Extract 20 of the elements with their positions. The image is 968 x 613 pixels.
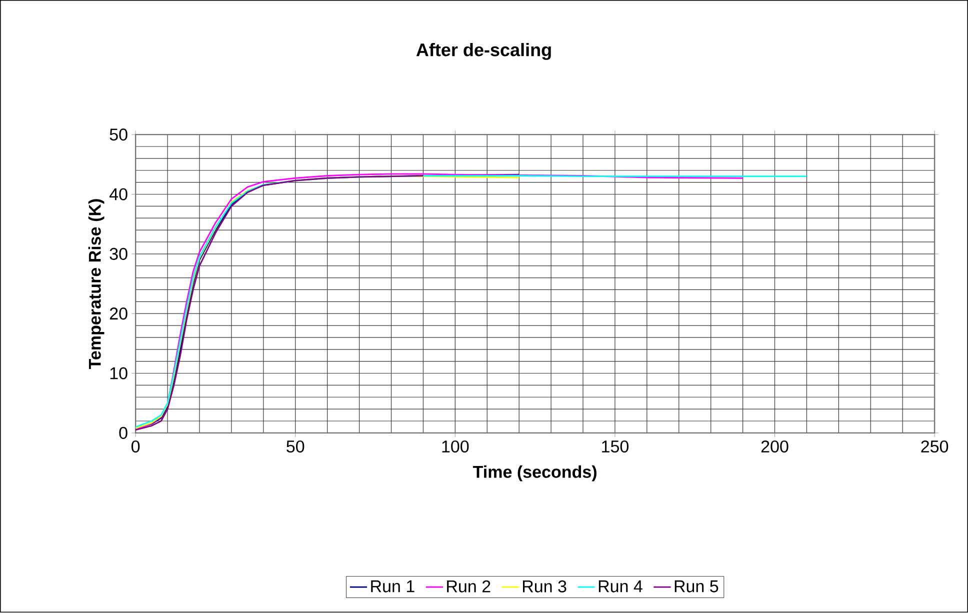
x-tick-label: 50	[286, 440, 304, 453]
x-tick-label: 0	[132, 440, 140, 453]
y-tick-label: 10	[110, 367, 128, 380]
chart-title: After de-scaling	[416, 43, 551, 60]
y-tick-label: 20	[110, 308, 128, 320]
y-axis-title: Temperature Rise (K)	[88, 199, 104, 370]
x-tick-label: 100	[442, 440, 469, 453]
legend-label: Run 3	[523, 580, 566, 593]
legend-label: Run 2	[447, 580, 490, 593]
x-tick-label: 250	[921, 440, 948, 453]
legend-label: Run 5	[674, 580, 718, 593]
y-tick-label: 50	[110, 128, 128, 141]
x-tick-label: 200	[761, 440, 788, 453]
x-tick-label: 150	[602, 440, 628, 453]
y-tick-label: 0	[119, 427, 128, 440]
y-tick-label: 30	[110, 248, 128, 260]
legend-label: Run 1	[371, 580, 414, 593]
y-tick-label: 40	[109, 188, 128, 200]
legend-label: Run 4	[598, 580, 642, 593]
x-axis-title: Time (seconds)	[472, 466, 596, 482]
